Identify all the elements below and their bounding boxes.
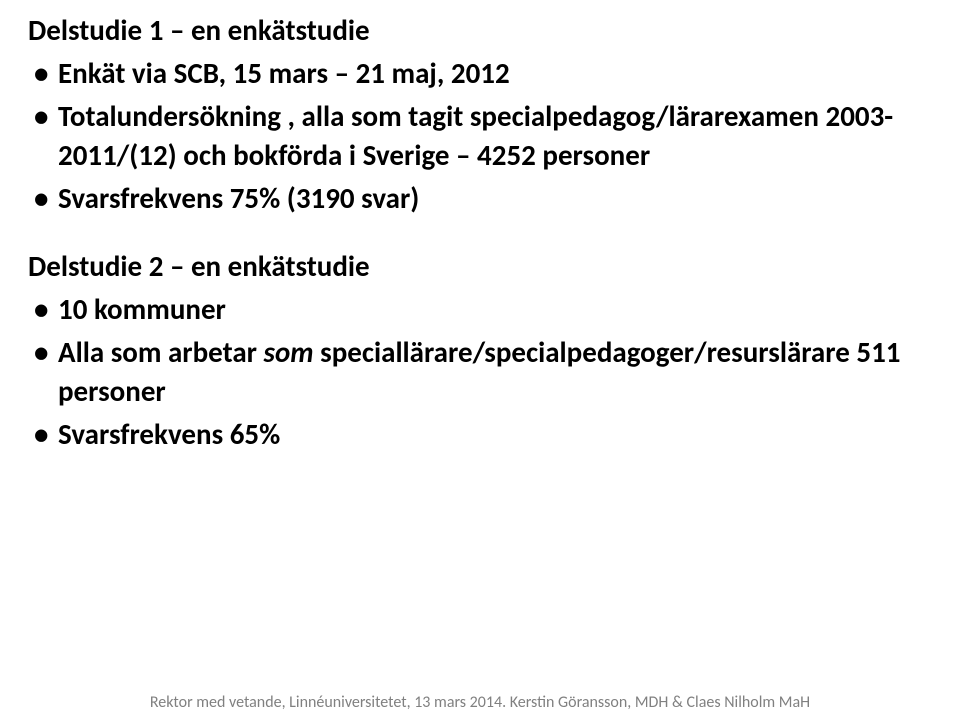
slide: Delstudie 1 – en enkätstudie Enkät via S… xyxy=(0,0,960,726)
study2-block: Delstudie 2 – en enkätstudie 10 kommuner… xyxy=(28,248,932,454)
list-item: Svarsfrekvens 75% (3190 svar) xyxy=(28,179,932,218)
list-item: Totalundersökning , alla som tagit speci… xyxy=(28,97,932,175)
list-item: Alla som arbetar som speciallärare/speci… xyxy=(28,333,932,411)
list-item: Svarsfrekvens 65% xyxy=(28,415,932,454)
study1-title: Delstudie 1 – en enkätstudie xyxy=(28,12,932,50)
list-item: 10 kommuner xyxy=(28,290,932,329)
study2-bullets: 10 kommuner Alla som arbetar som special… xyxy=(28,290,932,455)
study1-bullets: Enkät via SCB, 15 mars – 21 maj, 2012 To… xyxy=(28,54,932,219)
text-span: Alla som arbetar xyxy=(58,334,264,370)
study2-title: Delstudie 2 – en enkätstudie xyxy=(28,248,932,286)
list-item: Enkät via SCB, 15 mars – 21 maj, 2012 xyxy=(28,54,932,93)
italic-span: som xyxy=(264,334,314,370)
footer-text: Rektor med vetande, Linnéuniversitetet, … xyxy=(0,693,960,712)
